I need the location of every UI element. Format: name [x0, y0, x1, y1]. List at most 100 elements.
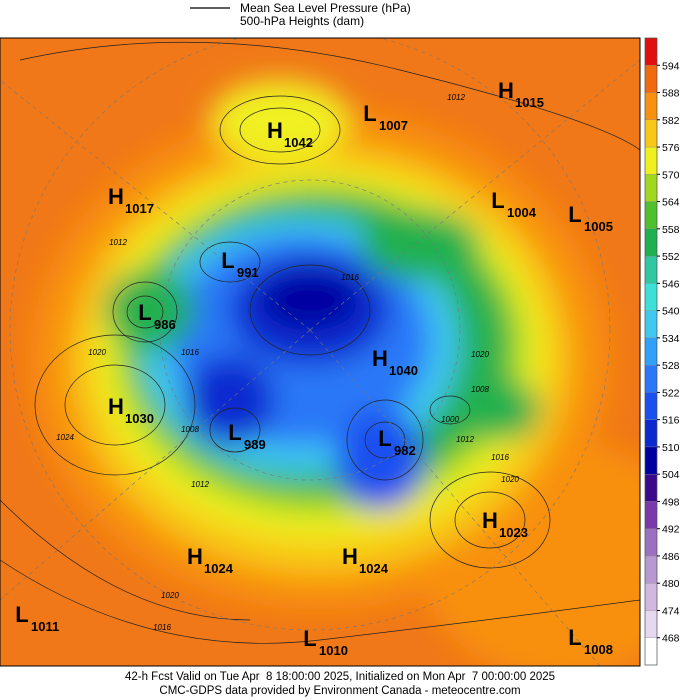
isobar-label: 1020: [471, 350, 489, 359]
colorbar-bin: [644, 37, 658, 66]
center-value: 1030: [125, 411, 154, 426]
colorbar-label: 510: [662, 442, 680, 454]
center-value: 989: [244, 437, 266, 452]
center-value: 1011: [31, 619, 59, 634]
center-letter: L: [568, 202, 581, 227]
colorbar-label: 582: [662, 115, 680, 127]
center-value: 1004: [507, 205, 537, 220]
colorbar-label: 570: [662, 169, 680, 181]
footer-line: 42-h Fcst Valid on Tue Apr 8 18:00:00 20…: [125, 671, 555, 683]
center-letter: H: [108, 394, 124, 419]
center-value: 982: [394, 443, 416, 458]
colorbar-label: 522: [662, 387, 680, 399]
colorbar-bin: [644, 555, 658, 584]
center-letter: H: [187, 544, 203, 569]
colorbar-label: 504: [662, 469, 680, 481]
colorbar-label: 558: [662, 224, 680, 236]
colorbar-label: 486: [662, 551, 680, 563]
isobar-label: 1016: [181, 348, 199, 357]
footer-line: CMC-GDPS data provided by Environment Ca…: [159, 685, 520, 697]
colorbar-frame: [644, 37, 658, 666]
colorbar-bin: [644, 528, 658, 557]
center-value: 986: [154, 317, 176, 332]
center-letter: L: [138, 300, 151, 325]
colorbar-bin: [644, 310, 658, 339]
isobar-label: 1012: [191, 480, 209, 489]
colorbar-label: 498: [662, 496, 680, 508]
isobar-label: 1000: [441, 415, 459, 424]
isobar-label: 1012: [109, 238, 127, 247]
colorbar-label: 468: [662, 633, 680, 645]
center-value: 1042: [284, 135, 313, 150]
center-letter: L: [568, 625, 581, 650]
center-value: 991: [237, 265, 259, 280]
isobar-label: 1016: [491, 453, 509, 462]
colorbar-bin: [644, 283, 658, 311]
center-letter: L: [221, 248, 234, 273]
colorbar-bin: [644, 201, 658, 229]
center-value: 1040: [389, 363, 418, 378]
colorbar-label: 546: [662, 278, 680, 290]
center-letter: H: [267, 118, 283, 143]
colorbar-bin: [644, 637, 658, 666]
map-frame: [0, 37, 641, 667]
colorbar-label: 474: [662, 605, 680, 617]
center-value: 1008: [584, 642, 613, 657]
isobars: [0, 41, 640, 644]
isobar-label: 1008: [471, 385, 489, 394]
center-letter: H: [372, 346, 388, 371]
colorbar-label: 492: [662, 524, 680, 536]
colorbar-bin: [644, 65, 658, 93]
legend-fill-label: 500-hPa Heights (dam): [240, 14, 364, 28]
isobar-label: 1012: [447, 93, 465, 102]
colorbar-label: 576: [662, 142, 680, 154]
colorbar-bin: [644, 474, 658, 502]
colorbar-bin: [644, 610, 658, 638]
colorbar-bin: [644, 228, 658, 257]
colorbar-bin: [644, 255, 658, 284]
colorbar-label: 528: [662, 360, 680, 372]
center-value: 1005: [584, 219, 613, 234]
center-letter: L: [15, 602, 28, 627]
colorbar-bin: [644, 419, 658, 448]
colorbar-bin: [644, 364, 658, 393]
colorbar-bin: [644, 146, 658, 175]
center-value: 1017: [125, 201, 154, 216]
center-letter: L: [491, 188, 504, 213]
isobar-label: 1020: [88, 348, 106, 357]
isobar-label: 1016: [341, 273, 359, 282]
center-value: 1023: [499, 525, 528, 540]
isobar-label: 1020: [161, 591, 179, 600]
center-letter: H: [482, 508, 498, 533]
isobar-label: 1024: [56, 433, 74, 442]
center-letter: L: [363, 101, 376, 126]
colorbar-label: 516: [662, 415, 680, 427]
colorbar-label: 534: [662, 333, 680, 345]
center-letter: L: [378, 426, 391, 451]
center-letter: H: [108, 184, 124, 209]
center-value: 1007: [379, 118, 408, 133]
center-value: 1024: [204, 561, 234, 576]
colorbar-bin: [644, 119, 658, 148]
center-letter: H: [342, 544, 358, 569]
center-value: 1024: [359, 561, 389, 576]
colorbar-bin: [644, 392, 658, 420]
colorbar-label: 480: [662, 578, 680, 590]
isobar-label: 1020: [501, 475, 519, 484]
colorbar-label: 588: [662, 88, 680, 100]
center-letter: H: [498, 78, 514, 103]
colorbar-bin: [644, 501, 658, 529]
isobar-label: 1016: [153, 623, 171, 632]
colorbar-bin: [644, 337, 658, 366]
isobar-label: 1008: [181, 425, 199, 434]
colorbar-bin: [644, 583, 658, 611]
colorbar-label: 552: [662, 251, 680, 263]
center-letter: L: [303, 626, 316, 651]
colorbar-label: 594: [662, 60, 680, 72]
center-value: 1010: [319, 643, 348, 658]
colorbar-bin: [644, 446, 658, 475]
isobar-label: 1012: [456, 435, 474, 444]
